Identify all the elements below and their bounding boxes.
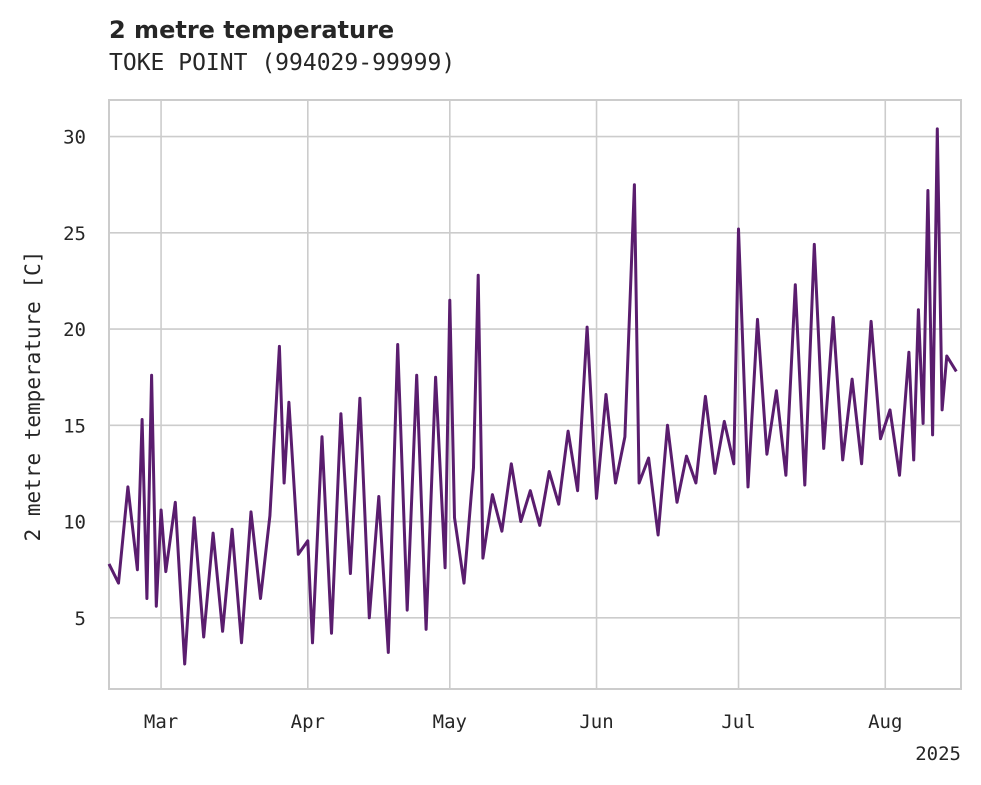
x-tick-label: Mar [144, 711, 178, 733]
chart-title: 2 metre temperature [109, 16, 395, 44]
x-tick-label: Jun [579, 711, 613, 733]
x-year-label: 2025 [915, 743, 961, 765]
x-tick-labels: Mar Apr May Jun Jul Aug [144, 711, 903, 733]
temperature-series-line [107, 127, 958, 666]
x-tick-label: Apr [291, 711, 325, 733]
y-tick-label: 15 [63, 415, 86, 437]
series-group [107, 127, 958, 666]
y-tick-label: 5 [75, 608, 86, 630]
x-tick-label: Aug [868, 711, 902, 733]
x-tick-label: May [433, 711, 467, 733]
x-tick-label: Jul [721, 711, 755, 733]
y-axis-label: 2 metre temperature [C] [21, 251, 45, 542]
y-tick-label: 30 [63, 127, 86, 149]
y-tick-label: 25 [63, 223, 86, 245]
y-tick-label: 20 [63, 319, 86, 341]
plot-frame [108, 99, 962, 690]
y-tick-label: 10 [63, 512, 86, 534]
chart-subtitle: TOKE POINT (994029-99999) [109, 50, 456, 76]
y-tick-labels: 5 10 15 20 25 30 [63, 127, 86, 630]
